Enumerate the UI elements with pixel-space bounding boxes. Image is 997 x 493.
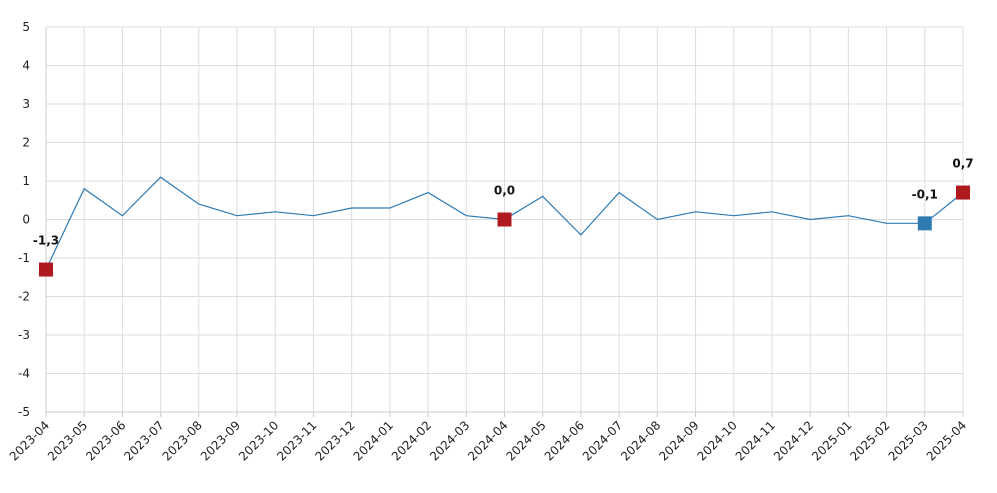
- y-tick-label: 3: [22, 97, 30, 111]
- x-tick-label: 2024-09: [656, 418, 701, 463]
- x-tick-label: 2024-05: [503, 418, 548, 463]
- y-tick-label: -3: [18, 328, 30, 342]
- x-tick-label: 2024-01: [351, 418, 396, 463]
- x-tick-label: 2024-08: [618, 418, 663, 463]
- x-tick-label: 2023-09: [198, 418, 243, 463]
- highlight-marker: [956, 185, 970, 200]
- x-tick-label: 2024-10: [695, 418, 740, 463]
- y-tick-label: 5: [22, 20, 30, 34]
- data-label: -1,3: [33, 234, 59, 248]
- x-tick-label: 2024-03: [427, 418, 472, 463]
- data-labels: -1,3 0,0 -0,1 0,7: [33, 157, 974, 248]
- x-tick-label: 2023-05: [45, 418, 90, 463]
- y-tick-label: 1: [22, 174, 30, 188]
- x-tick-label: 2023-12: [312, 418, 357, 463]
- data-label: 0,0: [494, 184, 515, 198]
- x-tick-label: 2024-07: [580, 418, 625, 463]
- y-axis-tick-labels: 5 4 3 2 1 0 -1 -2 -3 -4 -5: [18, 20, 30, 419]
- x-axis-tick-labels: 2023-042023-052023-062023-072023-082023-…: [7, 418, 969, 463]
- x-tick-label: 2023-11: [274, 418, 319, 463]
- y-tick-label: -1: [18, 251, 30, 265]
- x-tick-label: 2024-06: [542, 418, 587, 463]
- x-tick-label: 2024-12: [771, 418, 816, 463]
- x-tick-label: 2025-02: [847, 418, 892, 463]
- y-tick-label: 0: [22, 213, 30, 227]
- x-tick-label: 2023-06: [83, 418, 128, 463]
- x-tick-label: 2023-07: [121, 418, 166, 463]
- highlight-markers: [39, 185, 970, 277]
- x-tick-label: 2024-04: [465, 418, 510, 463]
- y-tick-label: -4: [18, 367, 30, 381]
- x-tick-label: 2025-03: [886, 418, 931, 463]
- highlight-marker: [39, 262, 53, 277]
- x-tick-label: 2024-02: [389, 418, 434, 463]
- data-label: 0,7: [952, 157, 973, 171]
- x-tick-label: 2025-04: [924, 418, 969, 463]
- y-tick-label: -5: [18, 405, 30, 419]
- x-tick-label: 2023-10: [236, 418, 281, 463]
- x-tick-label: 2023-08: [160, 418, 205, 463]
- y-tick-label: -2: [18, 290, 30, 304]
- data-label: -0,1: [912, 187, 938, 201]
- x-tick-label: 2024-11: [733, 418, 778, 463]
- y-tick-label: 4: [22, 59, 30, 73]
- y-tick-label: 2: [22, 136, 30, 150]
- x-tick-label: 2023-04: [7, 418, 52, 463]
- x-tick-label: 2025-01: [809, 418, 854, 463]
- highlight-marker: [497, 212, 512, 227]
- highlight-marker: [917, 216, 932, 231]
